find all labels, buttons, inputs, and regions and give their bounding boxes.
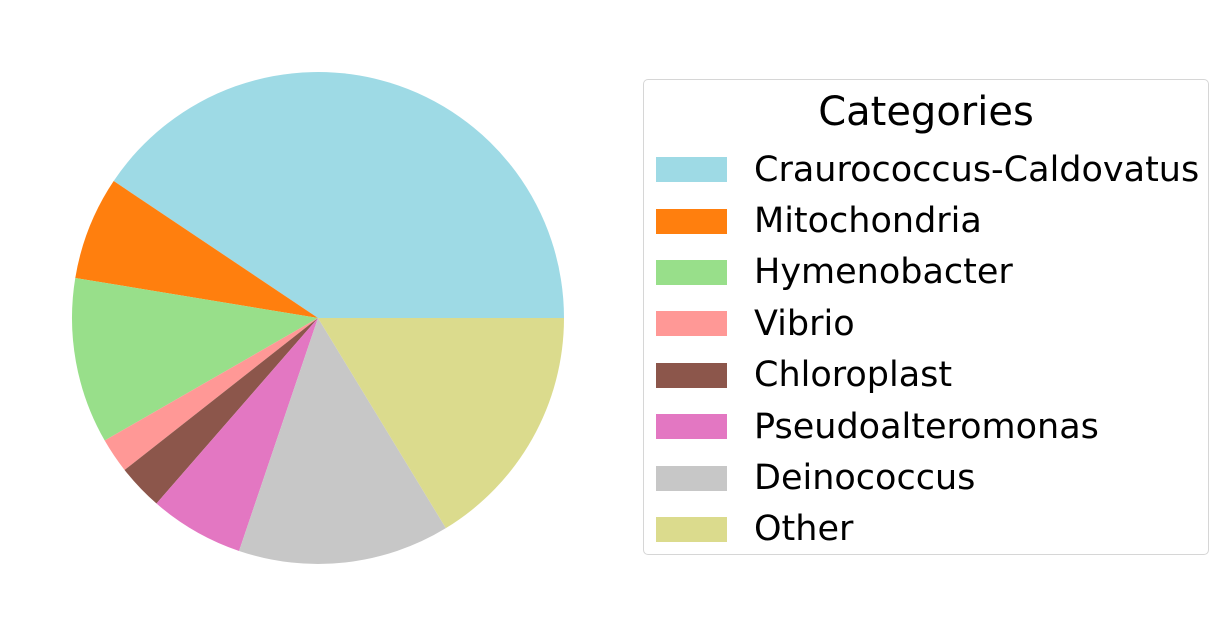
pie-plot-area [72,72,565,564]
legend-swatch [656,157,727,183]
pie-slice-mitochondria [75,181,318,318]
pie-slice-other [318,318,564,529]
pie-slice-hymenobacter [72,277,318,441]
pie-slice-deinococcus [239,318,446,564]
legend-swatch [656,414,727,440]
legend-item-mitochondria: Mitochondria [656,195,1199,246]
legend-item-deinococcus: Deinococcus [656,452,1199,503]
legend-swatch [656,465,727,491]
legend-label: Craurococcus-Caldovatus [754,149,1200,190]
legend-swatch [656,362,727,388]
legend-label: Chloroplast [754,355,953,396]
legend-title: Categories [818,89,1034,135]
pie-slice-vibrio [104,318,318,470]
legend-items: Craurococcus-Caldovatus Mitochondria Hymen… [656,144,1199,555]
pie-slice-chloroplast [124,318,318,504]
legend-label: Other [754,509,854,550]
legend-swatch [656,259,727,285]
legend-label: Vibrio [754,303,855,344]
legend-label: Pseudoalteromonas [754,406,1099,447]
legend-item-other: Other [656,504,1199,555]
legend-swatch [656,208,727,234]
legend-label: Hymenobacter [754,252,1013,293]
pie-slice-craurococcus-caldovatus [113,72,565,318]
legend-item-hymenobacter: Hymenobacter [656,247,1199,298]
legend-item-vibrio: Vibrio [656,298,1199,349]
legend-swatch [656,311,727,337]
legend-item-chloroplast: Chloroplast [656,350,1199,401]
legend-label: Mitochondria [754,201,982,242]
pie-slice-pseudoalteromonas [156,318,318,551]
legend-item-pseudoalteromonas: Pseudoalteromonas [656,401,1199,452]
legend: Categories Craurococcus-Caldovatus Mitoch… [643,79,1209,555]
legend-item-craurococcus-caldovatus: Craurococcus-Caldovatus [656,144,1199,195]
legend-swatch [656,516,727,542]
legend-label: Deinococcus [754,458,976,499]
